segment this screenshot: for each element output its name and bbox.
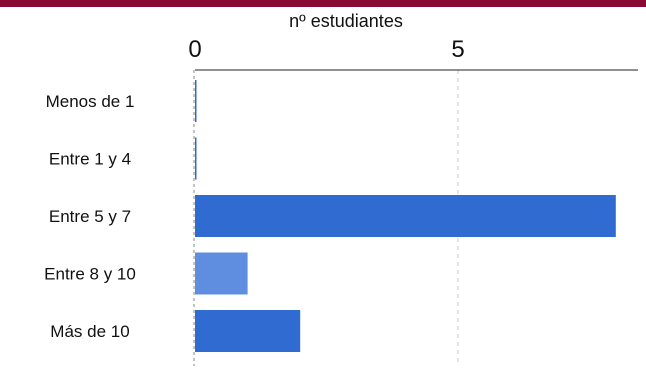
x-axis-label: nº estudiantes	[289, 11, 403, 31]
category-label: Entre 5 y 7	[49, 207, 131, 226]
bar-1	[195, 137, 197, 180]
bar-0	[195, 80, 197, 122]
category-label: Más de 10	[50, 322, 129, 341]
bar-3	[195, 252, 248, 295]
x-tick-label: 5	[451, 36, 464, 63]
top-accent-bar	[0, 0, 646, 7]
category-label: Menos de 1	[46, 92, 135, 111]
x-tick-label: 0	[188, 36, 201, 63]
bars	[195, 80, 616, 352]
category-label: Entre 8 y 10	[44, 265, 136, 284]
category-labels: Menos de 1 Entre 1 y 4 Entre 5 y 7 Entre 8 …	[44, 92, 136, 341]
category-label: Entre 1 y 4	[49, 150, 131, 169]
axes	[193, 69, 638, 366]
bar-4	[195, 310, 301, 352]
bar-2	[195, 195, 616, 237]
